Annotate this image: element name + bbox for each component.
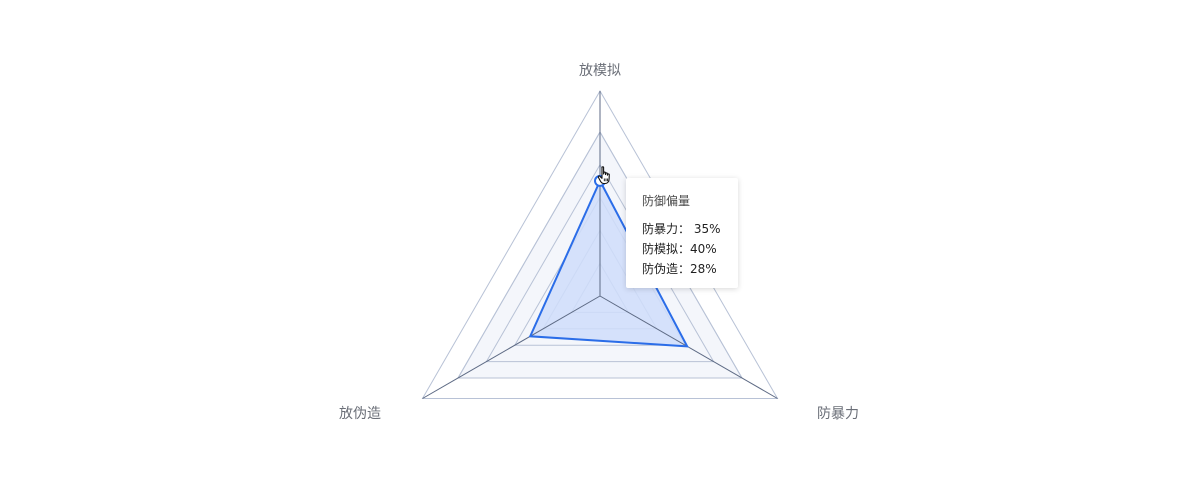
series-area <box>530 180 688 347</box>
tooltip-title: 防御偏量 <box>642 194 691 208</box>
tooltip-row: 防伪造：28% <box>642 262 717 276</box>
axis-spoke <box>422 295 601 399</box>
axis-label: 放模拟 <box>579 63 621 79</box>
tooltip-row: 防暴力： 35% <box>642 222 721 236</box>
tooltip: 防御偏量 防暴力： 35% 防模拟：40% 防伪造：28% <box>626 178 738 288</box>
axis-label: 放伪造 <box>339 406 381 422</box>
axis-label: 防暴力 <box>817 406 859 422</box>
tooltip-row: 防模拟：40% <box>642 242 717 256</box>
hand-pointer-icon <box>597 166 610 185</box>
